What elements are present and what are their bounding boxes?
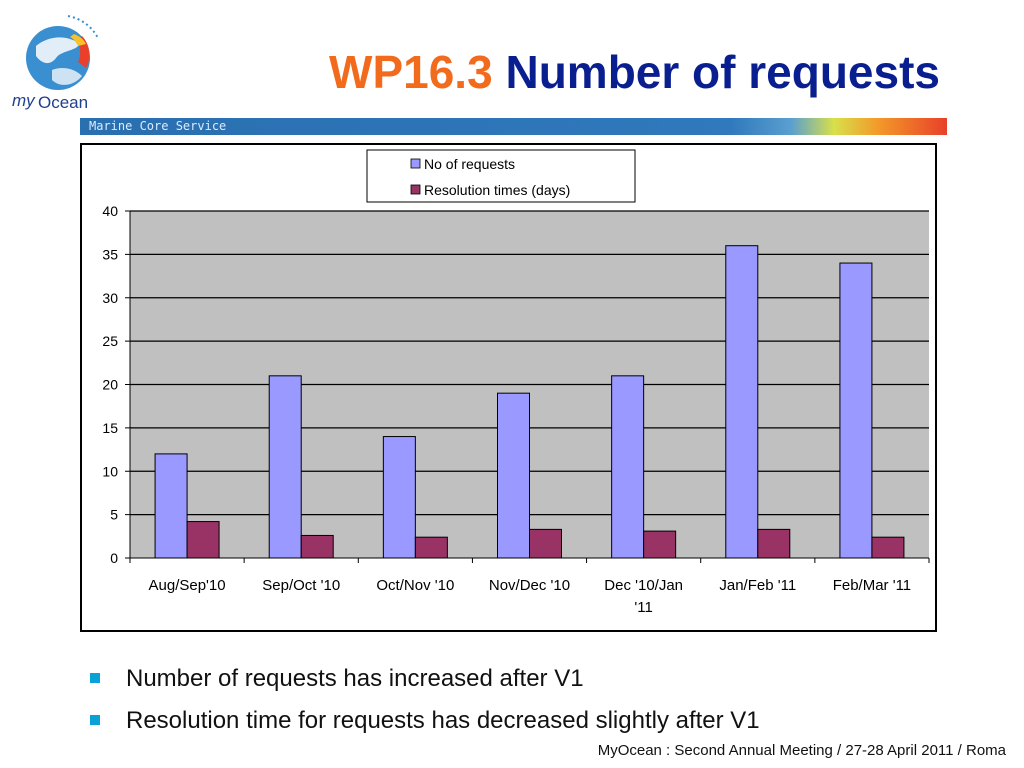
bar-resolution-times [757,528,791,559]
x-tick-label: Feb/Mar '11 [833,577,911,594]
chart-frame: 0 5 10 15 20 25 30 35 40 Aug/Sep'10 Sep/Oct '10 Oct… [80,143,937,632]
legend-swatch [410,184,421,195]
myocean-logo: my Ocean [8,6,108,114]
bar-no-of-requests [839,262,873,559]
bullet-text: Number of requests has increased after V… [126,665,584,692]
y-tick-label: 10 [102,463,118,479]
bullet-square-icon [90,673,100,683]
x-tick-label: Dec '10/Jan [604,577,683,594]
bar-no-of-requests [725,245,759,559]
x-tick-label: Sep/Oct '10 [262,577,340,594]
bar-no-of-requests [268,375,302,559]
y-tick-label: 25 [102,333,118,349]
bullet-square-icon [90,715,100,725]
marine-core-service-banner: Marine Core Service [80,118,947,135]
bullet-text: Resolution time for requests has decreas… [126,707,760,734]
legend-label: Resolution times (days) [424,182,570,198]
bar-resolution-times [529,528,562,559]
bullet-list: Number of requests has increased after V… [90,658,760,742]
bullet-item: Resolution time for requests has decreas… [90,700,760,742]
svg-text:Ocean: Ocean [38,93,88,112]
bullet-item: Number of requests has increased after V… [90,658,760,700]
y-tick-label: 20 [102,377,118,393]
x-tick-label: '11 [634,599,652,616]
bar-resolution-times [643,530,677,559]
y-tick-label: 35 [102,246,118,262]
bar-resolution-times [186,521,220,559]
page-title: WP16.3 Number of requests [250,44,940,100]
y-tick-label: 30 [102,290,118,306]
x-tick-label: Jan/Feb '11 [719,577,796,594]
legend-swatch [410,158,421,169]
bar-resolution-times [871,536,905,559]
bar-no-of-requests [382,436,416,559]
x-tick-label: Nov/Dec '10 [489,577,570,594]
bar-resolution-times [300,534,334,559]
y-tick-label: 40 [102,203,118,219]
bar-no-of-requests [497,392,530,559]
title-code: WP16.3 [329,46,493,98]
y-tick-label: 15 [102,420,118,436]
x-tick-label: Aug/Sep'10 [149,577,226,594]
y-tick-label: 5 [110,507,118,523]
title-text: Number of requests [505,46,940,98]
banner-text: Marine Core Service [89,119,227,133]
bar-no-of-requests [154,453,188,559]
bar-chart: 0 5 10 15 20 25 30 35 40 Aug/Sep'10 Sep/Oct '10 Oct… [102,149,930,616]
bar-no-of-requests [611,375,645,559]
bar-resolution-times [414,536,448,559]
x-tick-label: Oct/Nov '10 [376,577,454,594]
y-tick-label: 0 [110,550,118,566]
globe-icon [26,15,99,90]
svg-text:my: my [12,91,36,110]
legend-label: No of requests [424,156,515,172]
footer-text: MyOcean : Second Annual Meeting / 27-28 … [597,742,1006,759]
